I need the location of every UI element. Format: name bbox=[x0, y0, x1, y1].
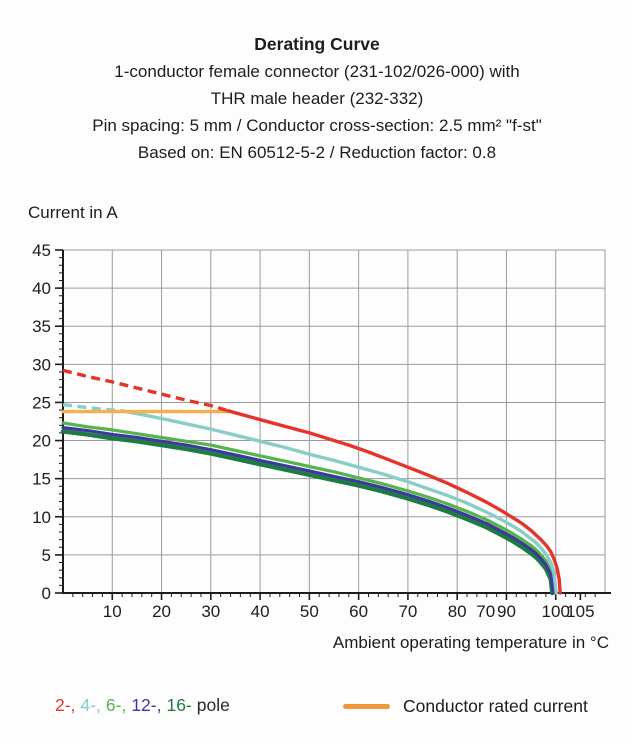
y-tick-label: 30 bbox=[32, 355, 51, 374]
y-tick-label: 20 bbox=[32, 432, 51, 451]
y-tick-label: 45 bbox=[32, 241, 51, 260]
x-tick-label: 20 bbox=[152, 602, 171, 621]
y-tick-label: 15 bbox=[32, 470, 51, 489]
chart-subtitle-line-2: THR male header (232-332) bbox=[210, 89, 424, 108]
legend-pole-label: 16- bbox=[166, 695, 192, 715]
x-tick-label: 70 bbox=[398, 602, 417, 621]
x-tick-label: 30 bbox=[201, 602, 220, 621]
curve-series bbox=[60, 368, 562, 596]
x-tick-label: 60 bbox=[349, 602, 368, 621]
legend-rated-current: Conductor rated current bbox=[343, 693, 588, 719]
curve-12-pole bbox=[61, 426, 555, 595]
curve-16-pole bbox=[60, 429, 555, 596]
y-tick-label: 35 bbox=[32, 317, 51, 336]
tick-labels: 10 20 30 40 50 60 70 80 70 90 10010505101520253035… bbox=[32, 241, 594, 621]
x-tick-label: 40 bbox=[251, 602, 270, 621]
legend-pole-label: 6-, bbox=[105, 695, 127, 715]
x-axis-title: Ambient operating temperature in °C bbox=[332, 633, 609, 652]
y-tick-label: 40 bbox=[32, 279, 51, 298]
x-tick-label: 105 bbox=[566, 602, 594, 621]
chart-title-block: Derating Curve 1-conductor female connec… bbox=[0, 31, 634, 166]
x-tick-label: 10 bbox=[103, 602, 122, 621]
curve-4-pole-dashed bbox=[62, 403, 123, 413]
chart-subtitle-line-4: Based on: EN 60512-5-2 / Reduction facto… bbox=[137, 143, 497, 162]
legend-pole-label: 12-, bbox=[131, 695, 162, 715]
x-tick-label: 70 bbox=[476, 602, 495, 621]
curve-6-pole bbox=[61, 421, 556, 595]
y-tick-label: 5 bbox=[42, 546, 51, 565]
x-tick-label: 50 bbox=[300, 602, 319, 621]
chart-subtitle-line-1: 1-conductor female connector (231-102/02… bbox=[114, 62, 520, 81]
legend-pole-label: 4-, bbox=[80, 695, 101, 715]
x-tick-label: 80 bbox=[448, 602, 467, 621]
y-axis-title: Current in A bbox=[28, 203, 118, 222]
x-tick-label: 100 bbox=[542, 602, 570, 621]
curve-2-pole bbox=[226, 409, 562, 595]
y-tick-label: 10 bbox=[32, 508, 51, 527]
x-tick-label: 90 bbox=[497, 602, 516, 621]
legend-poles: 2-, 4-, 6-, 12-, 16- pole bbox=[55, 695, 230, 716]
chart-title: Derating Curve bbox=[254, 34, 380, 54]
curve-4-pole bbox=[120, 409, 558, 595]
y-tick-label: 25 bbox=[32, 393, 51, 412]
legend-rated-label: Conductor rated current bbox=[403, 695, 588, 716]
rated-current-line-swatch bbox=[343, 703, 390, 709]
y-tick-label: 0 bbox=[42, 584, 51, 603]
curve-2-pole-dashed bbox=[62, 368, 229, 413]
axis-ticks bbox=[55, 249, 596, 600]
legend-pole-label: 2-, bbox=[55, 695, 76, 715]
legend-pole-suffix: pole bbox=[196, 695, 230, 715]
chart-subtitle-line-3: Pin spacing: 5 mm / Conductor cross-sect… bbox=[92, 116, 542, 135]
